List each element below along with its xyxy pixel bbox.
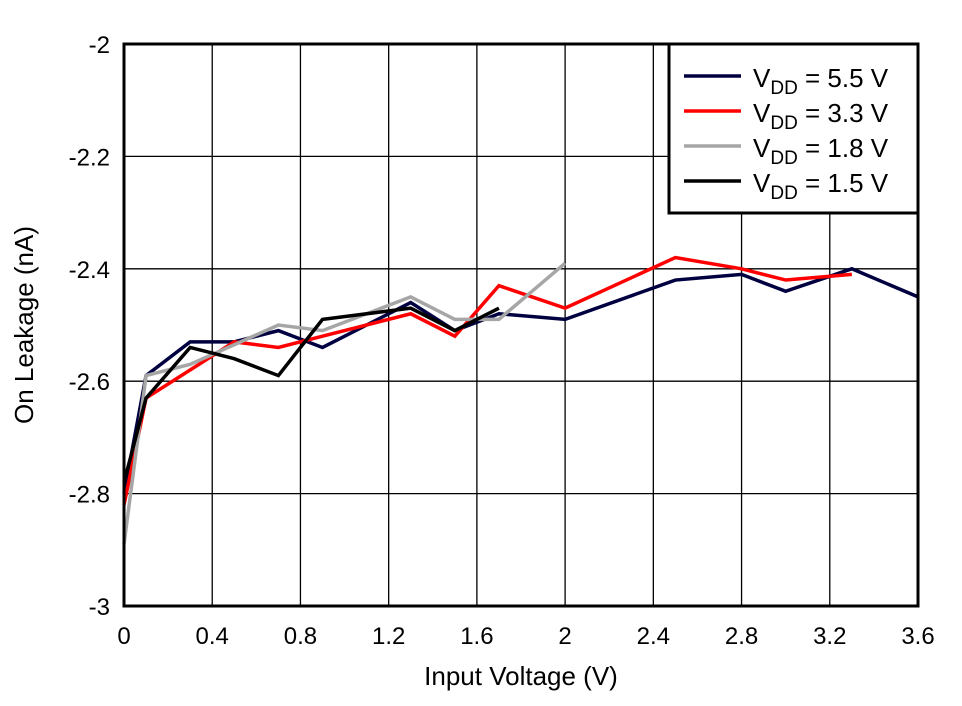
x-tick-label: 2.8	[725, 623, 758, 650]
x-tick-label: 0	[117, 623, 130, 650]
y-tick-labels: -3 -2.8 -2.6 -2.4 -2.2 -2	[69, 32, 110, 621]
y-tick-label: -2.8	[69, 482, 110, 509]
y-tick-label: -3	[89, 594, 110, 621]
legend-label: VDD = 1.8 V	[753, 133, 889, 169]
x-tick-labels: 0 0.4 0.8 1.2 1.6 2 2.4 2.8 3.2 3.6	[117, 623, 934, 650]
x-tick-label: 3.6	[901, 623, 934, 650]
plot-frame	[122, 42, 920, 608]
x-tick-label: 2	[558, 623, 571, 650]
x-tick-label: 0.8	[284, 623, 317, 650]
y-axis-label: On Leakage (nA)	[9, 226, 39, 424]
series-line-1	[122, 255, 852, 506]
y-tick-label: -2	[89, 32, 110, 59]
legend-label: VDD = 5.5 V	[753, 63, 889, 99]
series-lines	[122, 255, 919, 545]
series-line-2	[122, 261, 567, 545]
legend-label: VDD = 3.3 V	[753, 98, 889, 134]
x-tick-label: 0.4	[196, 623, 229, 650]
legend-label: VDD = 1.5 V	[753, 168, 889, 204]
x-tick-label: 2.4	[637, 623, 670, 650]
x-tick-label: 3.2	[813, 623, 846, 650]
y-tick-label: -2.6	[69, 369, 110, 396]
y-tick-label: -2.4	[69, 257, 110, 284]
x-tick-label: 1.2	[372, 623, 405, 650]
series-line-3	[122, 306, 500, 483]
x-axis-label: Input Voltage (V)	[424, 661, 618, 691]
x-tick-label: 1.6	[460, 623, 493, 650]
legend-box	[667, 42, 920, 215]
y-tick-label: -2.2	[69, 144, 110, 171]
